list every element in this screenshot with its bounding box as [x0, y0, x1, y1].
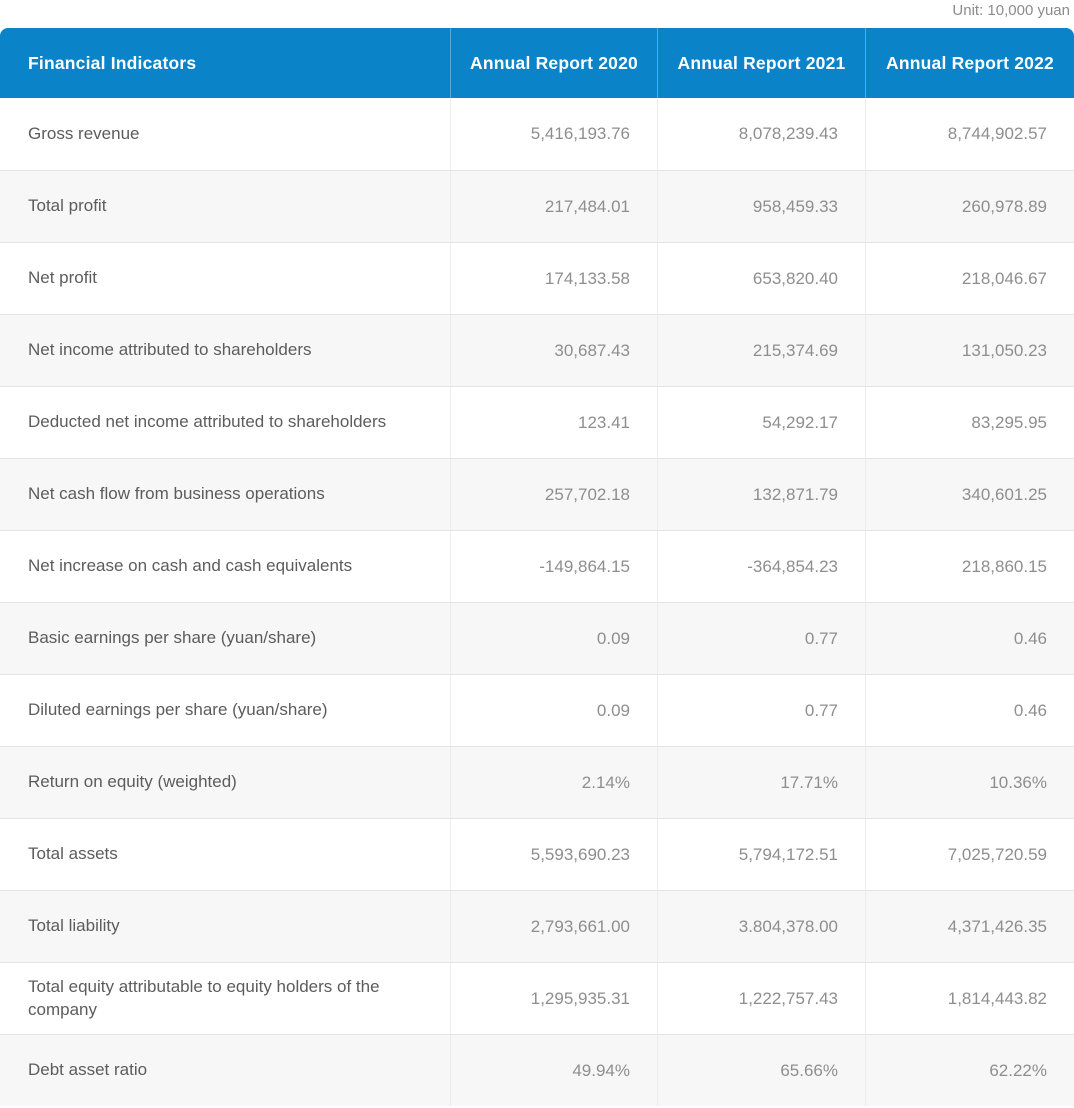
- row-value-2022: 340,601.25: [865, 459, 1074, 530]
- row-value-2020: 257,702.18: [450, 459, 657, 530]
- column-header-financial-indicators: Financial Indicators: [28, 52, 197, 73]
- row-value-2021: 54,292.17: [657, 387, 865, 458]
- row-value-2022: 1,814,443.82: [865, 963, 1074, 1034]
- row-value-2021: -364,854.23: [657, 531, 865, 602]
- row-value-2020: 49.94%: [450, 1035, 657, 1106]
- row-value-2020: 123.41: [450, 387, 657, 458]
- row-label: Return on equity (weighted): [28, 772, 237, 792]
- row-value-2020: 2,793,661.00: [450, 891, 657, 962]
- table-row: Deducted net income attributed to shareh…: [0, 386, 1074, 458]
- row-value-2020: 1,295,935.31: [450, 963, 657, 1034]
- row-value-2021: 5,794,172.51: [657, 819, 865, 890]
- row-value-2021: 1,222,757.43: [657, 963, 865, 1034]
- row-value-2020: 0.09: [450, 603, 657, 674]
- table-row: Gross revenue 5,416,193.76 8,078,239.43 …: [0, 98, 1074, 170]
- row-value-2020: 30,687.43: [450, 315, 657, 386]
- row-value-2022: 4,371,426.35: [865, 891, 1074, 962]
- row-label: Net income attributed to shareholders: [28, 340, 312, 360]
- table-row: Net income attributed to shareholders 30…: [0, 314, 1074, 386]
- unit-label: Unit: 10,000 yuan: [952, 2, 1070, 19]
- table-row: Return on equity (weighted) 2.14% 17.71%…: [0, 746, 1074, 818]
- row-value-2021: 0.77: [657, 603, 865, 674]
- row-label: Basic earnings per share (yuan/share): [28, 628, 317, 648]
- row-label: Diluted earnings per share (yuan/share): [28, 700, 328, 720]
- row-value-2022: 131,050.23: [865, 315, 1074, 386]
- row-value-2020: 0.09: [450, 675, 657, 746]
- row-value-2021: 65.66%: [657, 1035, 865, 1106]
- table-row: Net increase on cash and cash equivalent…: [0, 530, 1074, 602]
- row-value-2020: -149,864.15: [450, 531, 657, 602]
- row-label: Total equity attributable to equity hold…: [28, 976, 380, 1019]
- column-header-annual-report-2022: Annual Report 2022: [865, 28, 1074, 98]
- column-header-annual-report-2020: Annual Report 2020: [450, 28, 657, 98]
- table-body: Gross revenue 5,416,193.76 8,078,239.43 …: [0, 98, 1074, 1106]
- row-value-2020: 174,133.58: [450, 243, 657, 314]
- row-value-2022: 62.22%: [865, 1035, 1074, 1106]
- row-value-2022: 83,295.95: [865, 387, 1074, 458]
- row-value-2022: 218,046.67: [865, 243, 1074, 314]
- table-row: Net cash flow from business operations 2…: [0, 458, 1074, 530]
- row-label: Total liability: [28, 916, 120, 936]
- row-label: Net cash flow from business operations: [28, 484, 325, 504]
- row-value-2022: 260,978.89: [865, 171, 1074, 242]
- row-value-2021: 132,871.79: [657, 459, 865, 530]
- row-label: Net increase on cash and cash equivalent…: [28, 556, 353, 576]
- table-row: Net profit 174,133.58 653,820.40 218,046…: [0, 242, 1074, 314]
- financial-indicators-table: Financial Indicators Annual Report 2020 …: [0, 28, 1074, 1106]
- row-value-2022: 8,744,902.57: [865, 98, 1074, 170]
- table-row: Basic earnings per share (yuan/share) 0.…: [0, 602, 1074, 674]
- row-value-2022: 10.36%: [865, 747, 1074, 818]
- row-label: Total assets: [28, 844, 118, 864]
- row-value-2021: 17.71%: [657, 747, 865, 818]
- row-value-2020: 5,416,193.76: [450, 98, 657, 170]
- row-value-2022: 0.46: [865, 603, 1074, 674]
- table-row: Total profit 217,484.01 958,459.33 260,9…: [0, 170, 1074, 242]
- row-value-2022: 0.46: [865, 675, 1074, 746]
- table-row: Total assets 5,593,690.23 5,794,172.51 7…: [0, 818, 1074, 890]
- row-label: Gross revenue: [28, 123, 140, 143]
- table-row: Debt asset ratio 49.94% 65.66% 62.22%: [0, 1034, 1074, 1106]
- table-row: Diluted earnings per share (yuan/share) …: [0, 674, 1074, 746]
- row-label: Deducted net income attributed to shareh…: [28, 412, 387, 432]
- table-header-row: Financial Indicators Annual Report 2020 …: [0, 28, 1074, 98]
- row-value-2021: 8,078,239.43: [657, 98, 865, 170]
- table-row: Total equity attributable to equity hold…: [0, 962, 1074, 1034]
- row-value-2021: 958,459.33: [657, 171, 865, 242]
- row-label: Net profit: [28, 268, 97, 288]
- column-header-annual-report-2021: Annual Report 2021: [657, 28, 865, 98]
- row-value-2021: 0.77: [657, 675, 865, 746]
- row-value-2021: 215,374.69: [657, 315, 865, 386]
- row-value-2022: 7,025,720.59: [865, 819, 1074, 890]
- row-value-2020: 5,593,690.23: [450, 819, 657, 890]
- row-value-2020: 217,484.01: [450, 171, 657, 242]
- table-row: Total liability 2,793,661.00 3.804,378.0…: [0, 890, 1074, 962]
- row-value-2021: 653,820.40: [657, 243, 865, 314]
- row-value-2021: 3.804,378.00: [657, 891, 865, 962]
- row-label: Total profit: [28, 196, 107, 216]
- row-value-2020: 2.14%: [450, 747, 657, 818]
- row-value-2022: 218,860.15: [865, 531, 1074, 602]
- row-label: Debt asset ratio: [28, 1060, 148, 1080]
